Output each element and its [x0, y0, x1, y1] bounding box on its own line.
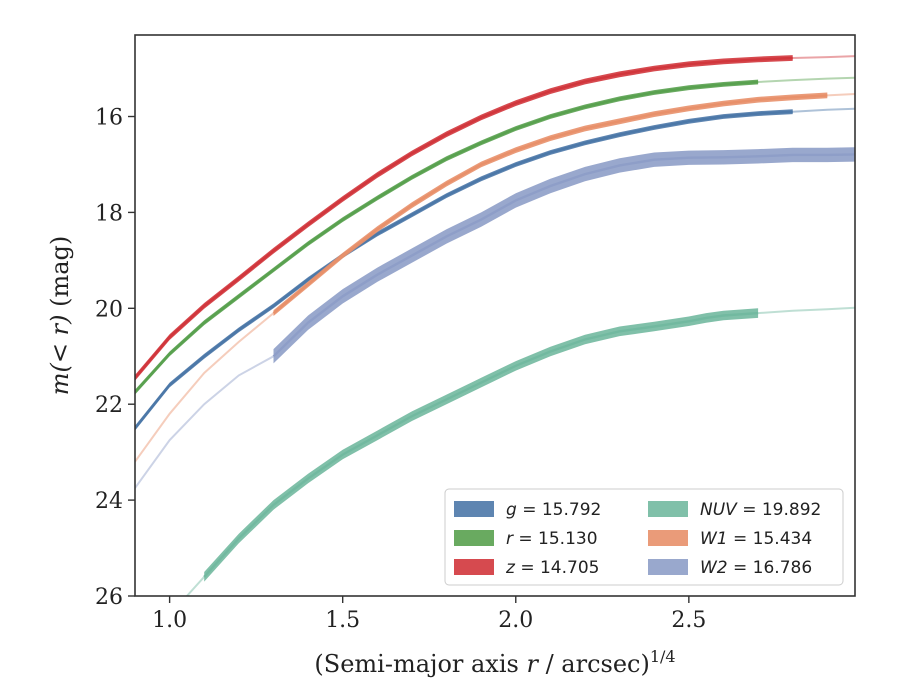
- x-axis: 1.0 1.5 2.0 2.5: [152, 596, 706, 633]
- y-axis-label: m(< r) (mag): [46, 236, 74, 396]
- x-tick-label: 1.5: [325, 608, 360, 633]
- legend-label: r = 15.130: [506, 529, 598, 549]
- series-line: [203, 311, 759, 578]
- series-layer: [135, 55, 855, 596]
- series-line: [135, 56, 793, 379]
- series-line: [135, 80, 759, 394]
- x-axis-label: (Semi-major axis r / arcsec)1/4: [314, 647, 675, 678]
- y-tick-label: 26: [95, 585, 123, 610]
- series-line: [272, 153, 855, 358]
- legend-item: g = 15.792: [454, 500, 601, 520]
- legend-box: [444, 488, 844, 586]
- series-line: [135, 110, 793, 429]
- x-tick-label: 2.0: [498, 608, 533, 633]
- legend-item: r = 15.130: [454, 529, 598, 549]
- legend-swatch: [648, 501, 688, 517]
- legend-label: g = 15.792: [506, 500, 601, 520]
- legend-swatch: [454, 501, 494, 517]
- series-band: [273, 147, 855, 364]
- plot-frame: [134, 34, 856, 597]
- legend-swatch: [454, 559, 494, 575]
- legend-item: W2 = 16.786: [648, 558, 812, 578]
- legend-swatch: [648, 559, 688, 575]
- series-1: [135, 76, 855, 395]
- legend-label: W2 = 16.786: [700, 558, 812, 578]
- legend-swatch: [454, 530, 494, 546]
- legend-item: NUV = 19.892: [648, 500, 821, 520]
- x-tick-label: 2.5: [671, 608, 706, 633]
- legend-label: W1 = 15.434: [700, 529, 812, 549]
- y-tick-label: 22: [95, 393, 123, 418]
- x-tick-label: 1.0: [152, 608, 187, 633]
- y-tick-label: 16: [95, 106, 123, 131]
- legend: g = 15.792 r = 15.130 z = 14.705 NUV = 19.8…: [444, 488, 844, 586]
- y-tick-label: 24: [95, 489, 123, 514]
- legend-item: z = 14.705: [454, 558, 599, 578]
- legend-label: z = 14.705: [505, 558, 599, 578]
- series-0: [135, 107, 855, 431]
- y-tick-label: 20: [95, 297, 123, 322]
- series-5: [135, 147, 855, 489]
- y-axis: 16 18 20 22 24 26: [95, 106, 135, 610]
- legend-item: W1 = 15.434: [648, 529, 812, 549]
- series-2: [135, 55, 855, 381]
- series-line-faint: [135, 153, 855, 489]
- series-4: [135, 92, 855, 463]
- legend-swatch: [648, 530, 688, 546]
- series-line: [272, 94, 828, 315]
- series-line-faint: [135, 76, 855, 393]
- y-tick-label: 18: [95, 201, 123, 226]
- legend-label: NUV = 19.892: [700, 500, 821, 520]
- series-3: [186, 306, 855, 596]
